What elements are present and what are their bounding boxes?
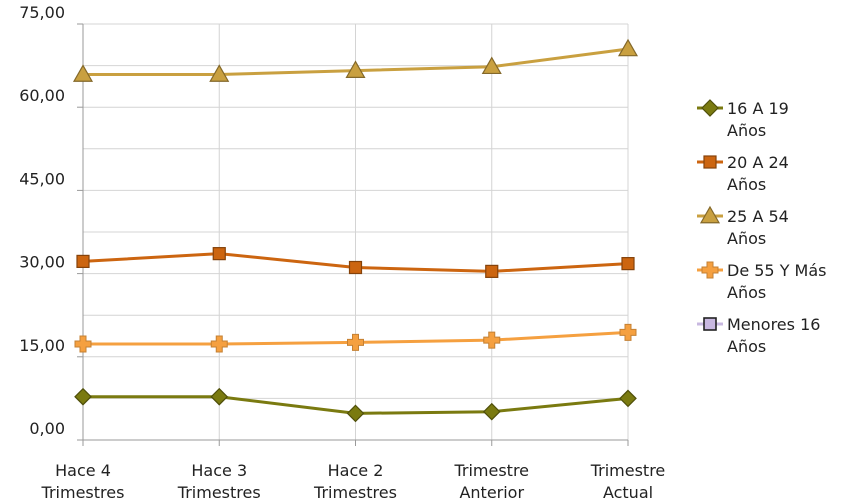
series-2: [72, 38, 639, 82]
x-tick-label: Trimestre Actual: [590, 461, 666, 500]
series-3: [74, 323, 637, 353]
legend: 16 A 19 Años 20 A 24 Años 25 A 54 Años De 55 Y…: [697, 99, 827, 356]
data-point: [348, 260, 363, 275]
data-point: [483, 331, 501, 349]
data-point: [210, 387, 229, 406]
data-point: [345, 60, 366, 78]
legend-marker: [701, 99, 719, 117]
data-point: [485, 264, 499, 278]
legend-label: 20 A 24 Años: [727, 153, 789, 194]
y-tick-label: 75,00: [19, 3, 65, 22]
y-axis-ticks: 0,00 15,00 30,00 45,00 60,00 75,00: [19, 3, 83, 441]
data-point: [212, 247, 226, 261]
x-tick-label: Trimestre Anterior: [453, 461, 529, 500]
data-point: [619, 389, 637, 408]
axes: [77, 24, 628, 446]
data-point: [481, 56, 502, 75]
legend-marker: [703, 155, 717, 169]
x-tick-label: Hace 4 Trimestres: [41, 461, 125, 500]
data-point: [621, 257, 635, 271]
data-point: [74, 387, 92, 406]
data-point: [619, 323, 637, 341]
y-tick-label: 0,00: [29, 419, 65, 438]
legend-item: 20 A 24 Años: [697, 153, 789, 194]
data-point: [210, 335, 228, 353]
data-point: [617, 38, 639, 57]
legend-item: De 55 Y Más Años: [697, 261, 827, 302]
x-axis-ticks: Hace 4 Trimestres Hace 3 Trimestres Hace 2 Tr…: [41, 440, 666, 502]
legend-label: 16 A 19 Años: [727, 99, 789, 140]
x-tick-label: Hace 3 Trimestres: [177, 461, 261, 500]
y-tick-label: 15,00: [19, 336, 65, 355]
series-layer: [72, 38, 639, 423]
x-tick-label: Hace 2 Trimestres: [313, 461, 397, 500]
data-point: [209, 64, 230, 82]
data-point: [72, 64, 94, 82]
series-1: [76, 247, 635, 278]
legend-label: De 55 Y Más Años: [727, 261, 827, 302]
legend-item: 25 A 54 Años: [697, 205, 789, 248]
legend-marker: [701, 261, 719, 279]
data-point: [346, 404, 365, 423]
grid-lines: [82, 23, 629, 441]
legend-item: 16 A 19 Años: [697, 99, 789, 140]
data-point: [74, 335, 92, 353]
y-tick-label: 60,00: [19, 86, 65, 105]
data-point: [76, 254, 90, 268]
data-point: [347, 333, 364, 351]
legend-marker: [703, 317, 717, 331]
series-0: [74, 387, 637, 423]
legend-label: Menores 16 Años: [727, 315, 820, 356]
legend-item: Menores 16 Años: [697, 315, 820, 356]
data-point: [482, 402, 501, 421]
y-tick-label: 30,00: [19, 253, 65, 272]
y-tick-label: 45,00: [19, 169, 65, 188]
legend-marker: [699, 205, 721, 224]
legend-label: 25 A 54 Años: [727, 207, 789, 248]
